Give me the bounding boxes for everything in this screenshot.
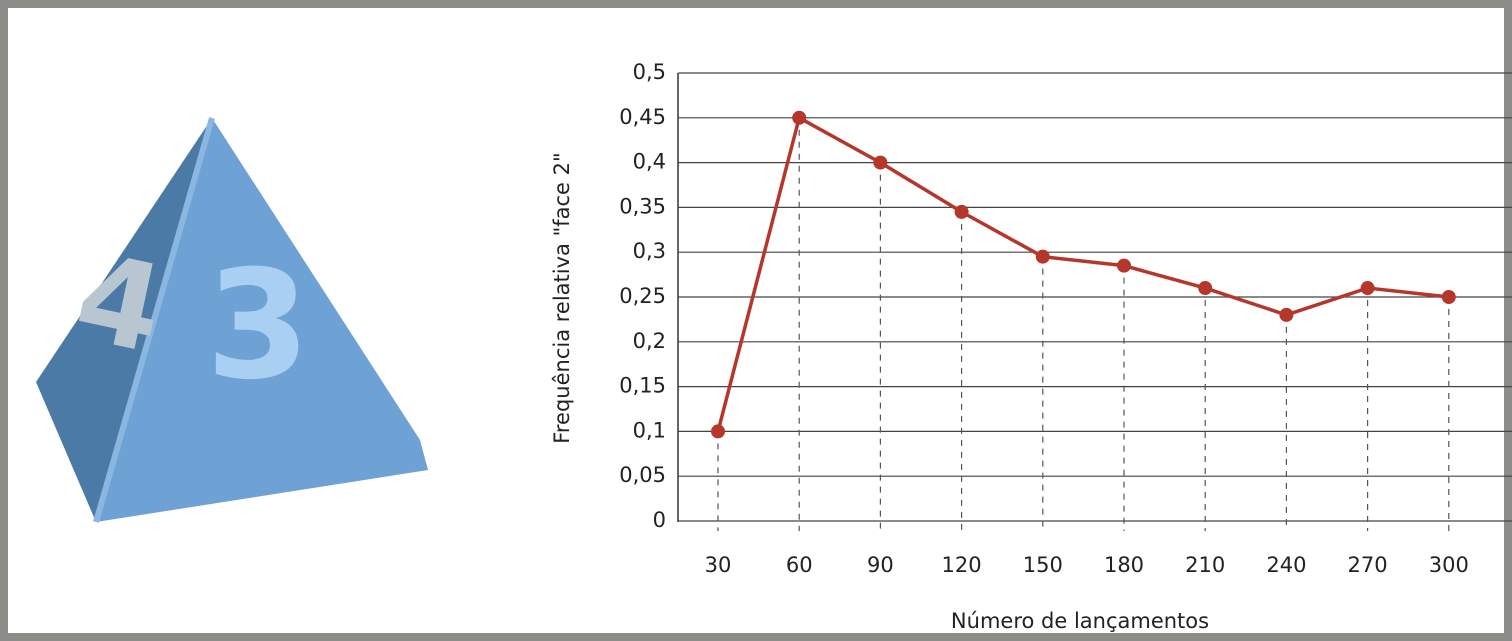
data-point xyxy=(1279,308,1293,322)
x-tick-label: 210 xyxy=(1185,553,1225,577)
data-point xyxy=(1117,259,1131,273)
x-axis-title: Número de lançamentos xyxy=(951,609,1209,633)
x-tick-label: 270 xyxy=(1348,553,1388,577)
x-tick-label: 120 xyxy=(942,553,982,577)
data-point xyxy=(1198,281,1212,295)
data-point xyxy=(1036,250,1050,264)
chart: 4 3 Número de lançamentos Frequência rel… xyxy=(0,0,1512,641)
x-tick-label: 240 xyxy=(1266,553,1306,577)
data-point xyxy=(955,205,969,219)
data-point xyxy=(1361,281,1375,295)
x-tick-label: 150 xyxy=(1023,553,1063,577)
x-tick-label: 180 xyxy=(1104,553,1144,577)
y-tick-label: 0,4 xyxy=(633,150,666,174)
x-tick-label: 300 xyxy=(1429,553,1469,577)
y-tick-label: 0,35 xyxy=(619,194,666,218)
y-tick-label: 0,05 xyxy=(619,463,666,487)
die-number: 3 xyxy=(206,239,310,413)
x-tick-label: 60 xyxy=(786,553,813,577)
y-tick-label: 0,25 xyxy=(619,284,666,308)
y-tick-label: 0,1 xyxy=(633,418,666,442)
data-point xyxy=(792,111,806,125)
y-tick-label: 0,3 xyxy=(633,239,666,263)
x-tick-label: 90 xyxy=(867,553,894,577)
y-axis-title: Frequência relativa "face 2" xyxy=(550,152,574,443)
y-tick-label: 0,5 xyxy=(633,60,666,84)
data-point xyxy=(873,156,887,170)
y-tick-label: 0,2 xyxy=(633,329,666,353)
die-illustration: 4 3 xyxy=(36,118,428,522)
y-tick-label: 0,45 xyxy=(619,105,666,129)
x-tick-label: 30 xyxy=(705,553,732,577)
y-tick-label: 0 xyxy=(653,508,666,532)
page: 4 3 Número de lançamentos Frequência rel… xyxy=(0,0,1512,641)
data-point xyxy=(711,424,725,438)
data-point xyxy=(1442,290,1456,304)
data-line xyxy=(718,118,1449,432)
y-tick-label: 0,15 xyxy=(619,374,666,398)
